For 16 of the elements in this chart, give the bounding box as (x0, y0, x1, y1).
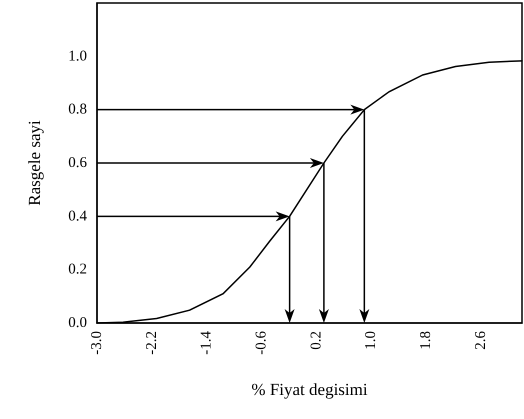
x-tick-label: 1.8 (418, 331, 434, 350)
x-tick-label: 1.0 (363, 331, 380, 350)
y-tick-label: 0.2 (68, 262, 87, 278)
x-tick-label: -3.0 (89, 331, 105, 355)
x-tick-label: -2.2 (144, 331, 160, 355)
y-axis-title: Rasgele sayi (25, 120, 44, 206)
x-axis-title: % Fiyat degisimi (251, 380, 368, 399)
x-tick-label: -0.6 (254, 330, 270, 355)
y-tick-label: 0.0 (68, 315, 87, 331)
y-tick-label: 0.8 (68, 102, 87, 118)
x-tick-label: -1.4 (198, 330, 215, 355)
y-tick-label: 1.0 (68, 48, 87, 64)
x-tick-label: 2.6 (472, 330, 489, 350)
x-tick-label: 0.2 (308, 331, 324, 350)
y-tick-label: 0.4 (68, 208, 88, 224)
y-tick-label: 0.6 (68, 155, 88, 171)
